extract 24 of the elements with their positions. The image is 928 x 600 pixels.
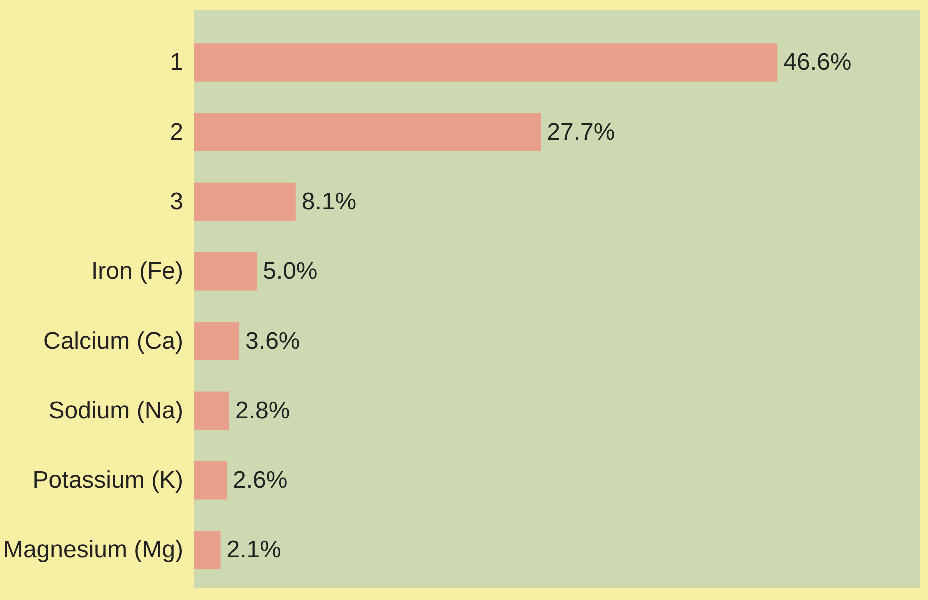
y-tick-label: Magnesium (Mg) (3, 536, 184, 564)
y-tick-label: 2 (170, 118, 184, 146)
bar (194, 44, 778, 82)
bar (194, 461, 228, 500)
y-tick-label: Sodium (Na) (48, 397, 184, 424)
bar (194, 531, 221, 570)
data-label: 8.1% (302, 188, 357, 216)
bar (194, 113, 542, 152)
data-label: 2.1% (226, 536, 282, 564)
data-label: 2.8% (236, 397, 290, 424)
y-tick-label: 1 (170, 49, 184, 76)
bar (194, 182, 296, 222)
data-label: 46.6% (784, 49, 852, 76)
data-label: 5.0% (263, 258, 318, 286)
y-tick-label: Calcium (Ca) (43, 328, 184, 355)
data-label: 3.6% (246, 328, 300, 355)
bar (194, 322, 240, 360)
y-tick-label: Potassium (K) (32, 467, 184, 494)
y-tick-label: Iron (Fe) (91, 258, 184, 286)
data-label: 27.7% (547, 118, 616, 146)
bar (194, 252, 258, 291)
bar (194, 392, 230, 430)
y-tick-label: 3 (170, 188, 184, 216)
data-label: 2.6% (233, 467, 288, 494)
